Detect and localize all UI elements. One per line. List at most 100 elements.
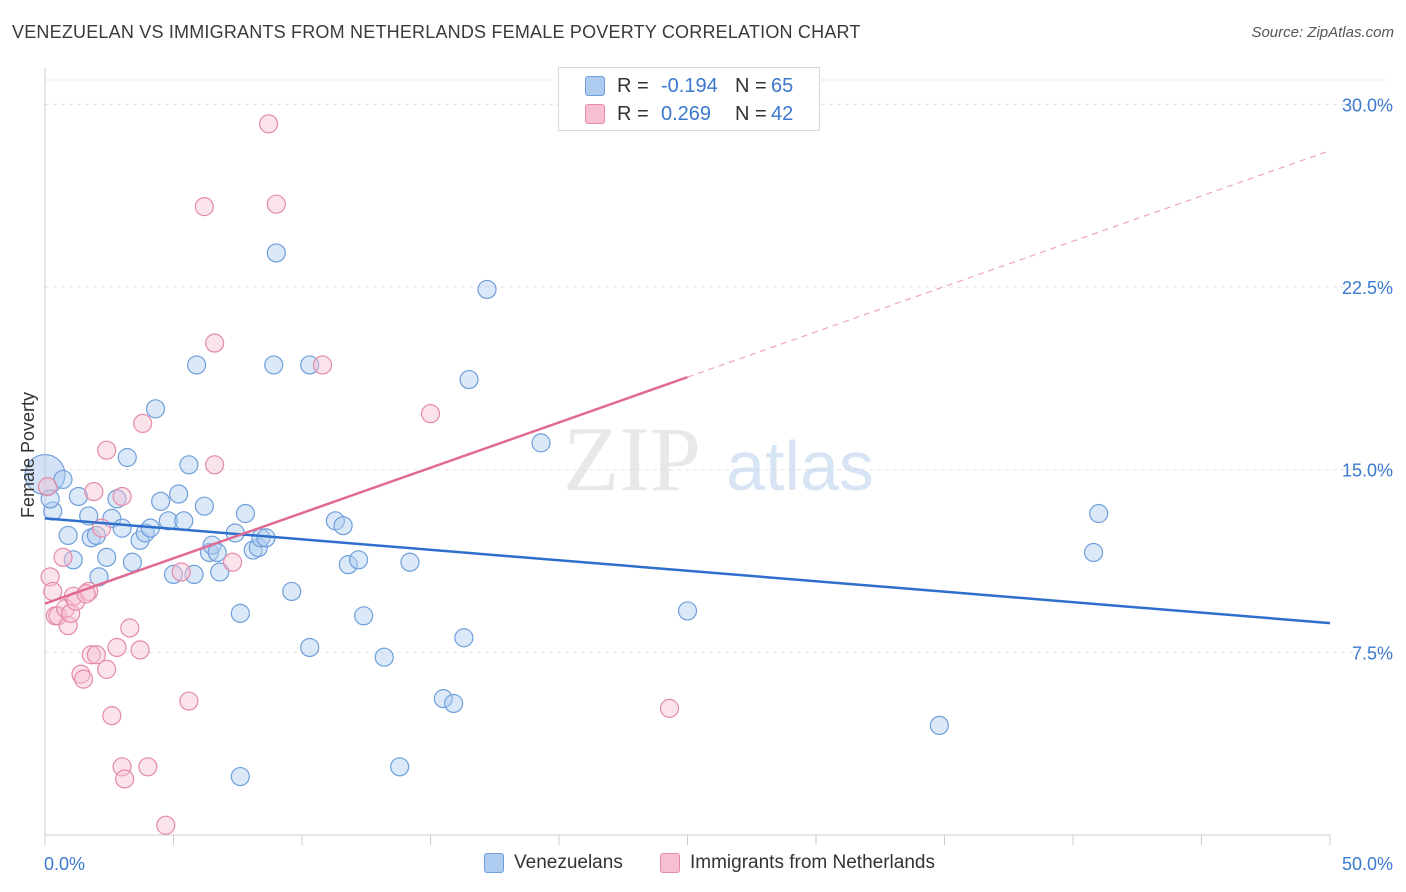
n-value: 42 (771, 102, 794, 125)
netherlands-swatch (660, 853, 680, 873)
data-point (459, 369, 479, 390)
data-point (187, 355, 207, 375)
data-point (243, 540, 263, 560)
data-point (151, 491, 171, 511)
netherlands-swatch (585, 104, 605, 124)
data-point (230, 603, 250, 623)
data-point (112, 518, 132, 538)
data-point (53, 469, 73, 490)
data-point (205, 455, 225, 475)
data-point (120, 618, 140, 638)
data-point (230, 766, 250, 787)
watermark: ZIP atlas (563, 408, 874, 510)
watermark-atlas: atlas (726, 427, 874, 505)
trend-line-extension (687, 150, 1331, 378)
trend-line (44, 375, 688, 605)
trend-line (44, 517, 1331, 625)
data-point (282, 581, 302, 602)
series-layer (24, 114, 1109, 835)
data-point (40, 489, 60, 509)
data-point (179, 455, 199, 475)
chart-title: VENEZUELAN VS IMMIGRANTS FROM NETHERLAND… (12, 22, 861, 42)
data-point (84, 481, 104, 502)
data-point (145, 399, 166, 419)
data-point (163, 564, 184, 585)
y-tick-label: 7.5% (1352, 643, 1393, 663)
legend-label: Immigrants from Netherlands (690, 852, 935, 873)
data-point (477, 279, 497, 300)
data-point (266, 194, 286, 214)
data-point (444, 693, 464, 714)
data-point (312, 355, 333, 375)
series-legend: Venezuelans Immigrants from Netherlands (0, 850, 1406, 880)
data-point (97, 659, 117, 679)
data-point (348, 550, 369, 570)
source-label: Source: ZipAtlas.com (1251, 24, 1394, 41)
data-point (81, 528, 101, 548)
axes (44, 68, 1331, 845)
data-point (133, 413, 153, 434)
data-point (333, 516, 353, 536)
data-point (86, 645, 107, 665)
data-point (122, 552, 142, 572)
legend-item-venezuelans: Venezuelans (484, 852, 623, 874)
series-netherlands (37, 114, 680, 835)
r-value: 0.269 (661, 102, 712, 125)
data-point (354, 606, 374, 626)
data-point (659, 698, 680, 718)
data-point (169, 484, 189, 504)
data-point (107, 489, 127, 509)
y-tick-label: 30.0% (1342, 95, 1393, 115)
trend-layer (44, 150, 1331, 625)
data-point (338, 555, 358, 575)
data-point (677, 601, 698, 621)
r-label: R = (617, 102, 649, 125)
venezuelans-swatch (585, 76, 605, 96)
data-point (374, 647, 394, 667)
data-point (40, 567, 60, 587)
data-point (58, 615, 78, 636)
data-point (156, 815, 176, 835)
data-point (130, 640, 150, 660)
y-axis-label: Female Poverty (18, 392, 38, 518)
y-tick-labels: 7.5% 15.0% 22.5% 30.0% (1342, 95, 1393, 663)
series-venezuelans (24, 243, 1109, 787)
data-point (264, 355, 284, 375)
y-tick-label: 15.0% (1342, 461, 1393, 481)
data-point (58, 525, 78, 546)
data-point (112, 486, 132, 507)
x-tick-labels: 0.0% 50.0% (44, 854, 1393, 874)
legend-row-netherlands: R = 0.269 N = 42 (585, 100, 793, 128)
data-point (531, 433, 551, 453)
data-point (76, 584, 96, 604)
data-point (37, 477, 58, 497)
data-point (433, 689, 453, 709)
gridlines (45, 79, 1390, 653)
n-value: 65 (771, 74, 794, 97)
data-point (97, 547, 117, 567)
data-point (138, 757, 158, 777)
data-point (235, 503, 256, 524)
data-point (179, 691, 199, 711)
data-point (97, 440, 117, 460)
x-tick-label: 0.0% (44, 854, 85, 874)
data-point (1083, 542, 1104, 563)
data-point (171, 562, 191, 582)
r-label: R = (617, 74, 649, 97)
data-point (210, 562, 230, 582)
data-point (454, 628, 474, 648)
data-point (117, 447, 137, 468)
data-point (53, 547, 73, 567)
x-tick-label: 50.0% (1342, 854, 1393, 874)
data-point (194, 197, 214, 217)
data-point (112, 757, 132, 777)
data-point (81, 645, 101, 665)
n-label: N = (735, 74, 767, 97)
y-tick-label: 22.5% (1342, 278, 1393, 298)
r-value: -0.194 (661, 74, 718, 97)
data-point (390, 757, 410, 777)
venezuelans-swatch (484, 853, 504, 873)
legend-label: Venezuelans (514, 852, 623, 873)
correlation-legend: R = -0.194 N = 65 R = 0.269 N = 42 (558, 67, 820, 131)
